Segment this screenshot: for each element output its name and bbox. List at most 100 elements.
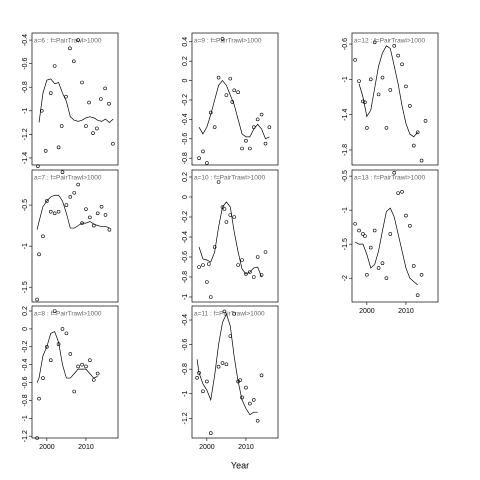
panel-title: a=9 : f=PairTrawl>1000 xyxy=(194,38,262,45)
x-tick-label: 2000 xyxy=(199,444,215,451)
point xyxy=(212,245,217,249)
smooth-line xyxy=(198,80,270,140)
y-tick-label: 0.2 xyxy=(182,56,189,66)
point xyxy=(255,418,260,423)
point xyxy=(39,108,44,113)
point xyxy=(396,53,400,58)
y-tick-label: -1.4 xyxy=(342,109,349,121)
panel: a=13 : f=PairTrawl>1000 -0.5 -1 -1.5 -2 2000 2… xyxy=(342,169,439,315)
panel: a=8 : f=PairTrawl>1000 0.2 0 -0.2 -0.4 -0.6 -0… xyxy=(22,305,119,451)
point xyxy=(240,258,244,262)
y-tick-label: 0.2 xyxy=(182,172,189,182)
x-axis-label: Year xyxy=(231,460,249,470)
point xyxy=(236,90,240,95)
panel-frame xyxy=(31,169,119,303)
point xyxy=(52,211,57,216)
panel: a=10 : f=PairTrawl>1000 0.2 0 -0.2 -0.4 -0.6 -… xyxy=(182,169,279,303)
y-tick-label: -1 xyxy=(22,415,29,421)
point xyxy=(248,146,252,151)
point xyxy=(68,46,72,51)
y-tick-label: -2 xyxy=(342,275,349,281)
point xyxy=(384,126,389,130)
point xyxy=(392,44,397,48)
point xyxy=(224,220,229,224)
smooth-line xyxy=(38,78,114,124)
smooth-line xyxy=(36,331,98,383)
smooth-line xyxy=(196,312,258,416)
point xyxy=(376,266,381,270)
point xyxy=(37,252,41,257)
point xyxy=(72,190,77,195)
y-tick-label: -0.8 xyxy=(182,363,189,375)
x-tick-label: 2000 xyxy=(359,308,375,315)
point xyxy=(353,58,357,62)
y-tick-label: -0.2 xyxy=(182,94,189,106)
point xyxy=(372,228,377,233)
point xyxy=(263,141,268,146)
point xyxy=(363,234,367,238)
point xyxy=(251,398,256,402)
point xyxy=(248,270,252,274)
point xyxy=(411,264,416,268)
point xyxy=(48,209,53,214)
point xyxy=(197,265,201,269)
point xyxy=(267,125,272,129)
point xyxy=(64,203,69,207)
point xyxy=(91,131,95,135)
point xyxy=(419,158,424,163)
y-tick-label: -1.2 xyxy=(22,128,29,140)
point xyxy=(205,379,209,384)
point xyxy=(45,199,49,203)
point xyxy=(228,334,233,338)
point xyxy=(224,93,229,97)
y-tick-label: 0.4 xyxy=(182,37,189,47)
y-tick-label: -1 xyxy=(22,243,29,249)
y-tick-label: -1.5 xyxy=(342,238,349,250)
point xyxy=(84,124,88,128)
point xyxy=(232,88,237,93)
point xyxy=(388,232,393,236)
point xyxy=(244,385,248,390)
point xyxy=(212,125,217,129)
y-tick-label: -0.4 xyxy=(22,359,29,371)
point xyxy=(228,76,233,81)
panel-title: a=10 : f=PairTrawl>1000 xyxy=(194,175,266,182)
y-tick-label: 0 xyxy=(22,327,29,331)
y-tick-label: -0.8 xyxy=(22,394,29,406)
panel: a=9 : f=PairTrawl>1000 0.4 0.2 0 -0.2 -0.4 -0.… xyxy=(182,32,279,166)
point xyxy=(45,344,49,349)
point xyxy=(107,227,112,232)
point xyxy=(400,189,404,194)
point xyxy=(396,191,400,195)
point xyxy=(244,272,248,276)
panel-title: a=6 : f=PairTrawl>1000 xyxy=(34,38,102,45)
panel-title: a=8 : f=PairTrawl>1000 xyxy=(34,311,102,318)
y-tick-label: -0.8 xyxy=(182,271,189,283)
point xyxy=(240,395,244,400)
point xyxy=(195,375,199,380)
point xyxy=(255,255,260,259)
panel-frame xyxy=(191,305,279,439)
point xyxy=(205,161,209,165)
point xyxy=(64,94,68,99)
point xyxy=(255,117,260,122)
point xyxy=(37,396,41,401)
point xyxy=(35,297,39,302)
point xyxy=(400,62,404,67)
point xyxy=(230,100,235,104)
point xyxy=(368,245,373,250)
point xyxy=(95,211,100,216)
point xyxy=(380,261,385,266)
point xyxy=(365,126,369,130)
panel: a=6 : f=PairTrawl>1000 -0.4 -0.6 -0.8 -1 -1.2… xyxy=(22,32,119,168)
point xyxy=(263,250,268,254)
point xyxy=(60,170,65,175)
panel: a=11 : f=PairTrawl>1000 -0.4 -0.6 -0.8 -1 -1.… xyxy=(182,305,279,451)
y-tick-label: -0.5 xyxy=(22,199,29,211)
point xyxy=(384,276,389,280)
y-tick-label: -0.6 xyxy=(182,338,189,350)
point xyxy=(60,327,65,331)
point xyxy=(244,138,248,143)
point xyxy=(259,373,264,378)
